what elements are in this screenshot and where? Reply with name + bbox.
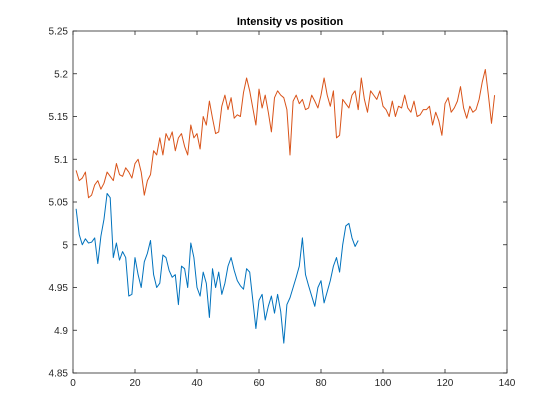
x-tick-label: 20	[129, 378, 141, 389]
plot-area	[73, 31, 507, 373]
y-tick-label: 5	[62, 240, 68, 251]
y-tick-label: 5.25	[49, 27, 69, 38]
y-tick-label: 5.2	[54, 69, 68, 80]
y-tick-label: 5.15	[49, 112, 69, 123]
y-tick-label: 4.85	[49, 369, 69, 380]
y-tick-label: 4.9	[54, 326, 68, 337]
x-tick-label: 40	[191, 378, 203, 389]
x-tick-label: 60	[253, 378, 265, 389]
chart-title: Intensity vs position	[237, 16, 344, 28]
y-tick-label: 5.05	[49, 198, 69, 209]
x-tick-label: 100	[375, 378, 392, 389]
y-tick-label: 5.1	[54, 155, 68, 166]
x-tick-label: 80	[315, 378, 327, 389]
y-tick-label: 4.95	[49, 283, 69, 294]
x-tick-label: 0	[70, 378, 76, 389]
x-tick-label: 140	[499, 378, 516, 389]
x-tick-label: 120	[437, 378, 454, 389]
